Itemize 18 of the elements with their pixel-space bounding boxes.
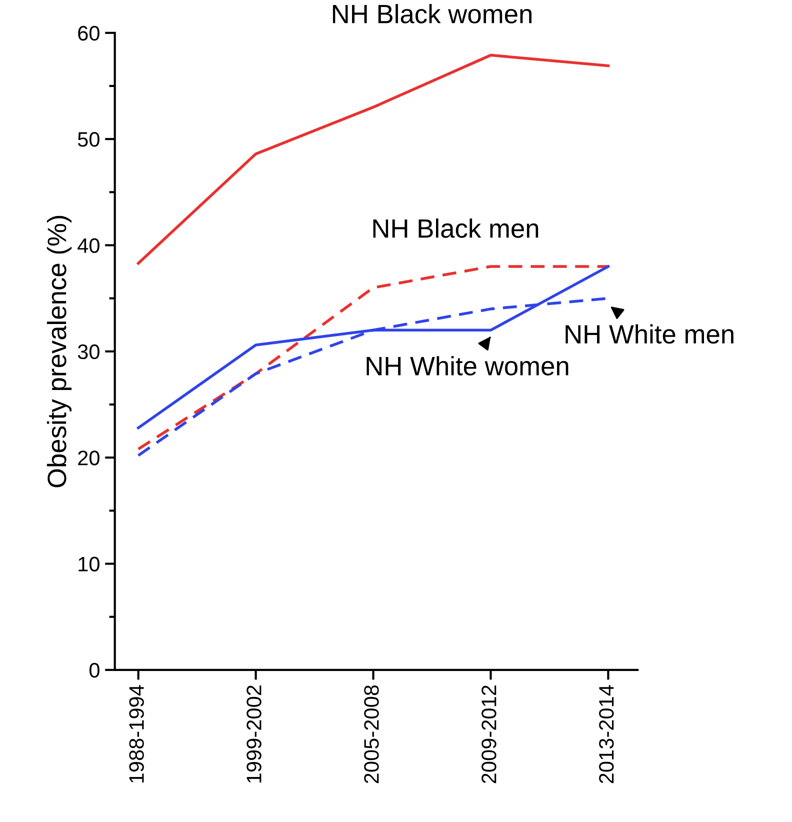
- y-tick-label: 0: [89, 662, 100, 678]
- x-tick-label: 1999-2002: [246, 686, 262, 783]
- x-tick-label: 2009-2012: [482, 686, 496, 784]
- y-tick-label: 10: [78, 556, 100, 572]
- x-tick-label: 1988-1994: [129, 685, 144, 783]
- x-tick-label: 2013-2014: [599, 685, 614, 784]
- y-axis-title: Obesity prevalence (%): [46, 216, 72, 488]
- series-label: NH Black women: [332, 4, 532, 24]
- y-tick-label: 20: [78, 450, 100, 466]
- series-label: NH White men: [566, 324, 734, 344]
- y-tick-label: 30: [78, 344, 100, 360]
- line-series: [136, 54, 610, 265]
- y-tick-label: 60: [78, 26, 100, 41]
- y-tick-label: 50: [78, 132, 100, 147]
- x-tick-label: 2005-2008: [364, 685, 379, 784]
- series-label: NH White women: [366, 356, 568, 376]
- y-tick-label: 40: [78, 238, 100, 253]
- series-label: NH Black men: [373, 218, 538, 238]
